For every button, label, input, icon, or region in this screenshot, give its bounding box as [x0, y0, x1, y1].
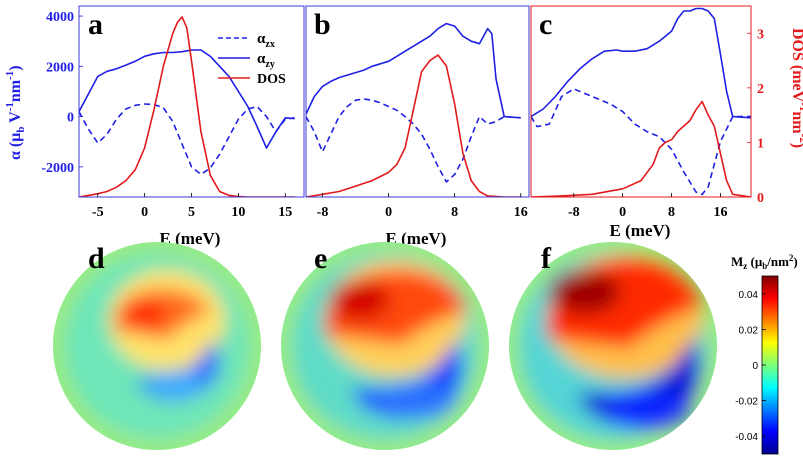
panel-a-series-zx: [79, 103, 295, 176]
x-tick-label: 15: [278, 205, 292, 220]
panel-a-xlabel: E (meV): [160, 229, 221, 248]
dos-tick-label: 1: [757, 136, 764, 151]
heatmap-d: d: [53, 242, 261, 450]
panel-a-series-zy: [79, 49, 295, 149]
panel-a-ylabel: α (μb V-1nm-1): [4, 65, 27, 160]
heatmap-f: f: [509, 242, 717, 450]
panel-b-letter: b: [314, 8, 331, 41]
x-tick-label: -5: [92, 205, 104, 220]
x-tick-label: 10: [231, 205, 245, 220]
colorbar-tick-label: 0.02: [739, 325, 759, 336]
x-tick-label: 8: [668, 205, 675, 220]
panel-a: -5 0 5 10 15 -2000 0 2000 4000 a αzx αzy DOS E (…: [4, 5, 305, 248]
panel-d-letter: d: [88, 242, 105, 275]
y-tick-label: 4000: [46, 10, 74, 25]
dos-tick-label: 0: [757, 191, 764, 206]
panel-c-frame: [530, 5, 752, 198]
panel-c-series-zy: [531, 7, 751, 119]
colorbar-label: Mz (μb/nm2): [731, 253, 798, 271]
legend: αzx αzy DOS: [218, 31, 286, 87]
panel-c: -8 0 8 16 0 1 2 3 c E (meV) DOS (meV-1nm-2): [530, 5, 803, 240]
colorbar-ticks: 0.04 0.02 0 -0.02 -0.04: [735, 290, 766, 443]
panel-a-frame: [78, 5, 305, 198]
panel-a-letter: a: [88, 8, 103, 41]
colorbar-tick-label: 0.04: [739, 290, 759, 301]
x-tick-label: -8: [317, 205, 329, 220]
colorbar-tick-label: -0.04: [735, 432, 758, 443]
x-tick-label: 0: [141, 205, 148, 220]
x-tick-label: 16: [713, 205, 727, 220]
panel-e-letter: e: [314, 242, 327, 275]
panel-c-ticks: -8 0 8 16 0 1 2 3: [568, 27, 764, 220]
x-tick-label: 0: [619, 205, 626, 220]
legend-label-zy: αzy: [257, 51, 275, 70]
colorbar-tick-label: 0: [752, 361, 758, 372]
x-tick-label: 0: [385, 205, 392, 220]
panel-b-series-zy: [306, 22, 521, 119]
panel-c-letter: c: [539, 8, 552, 41]
panel-b: -8 0 8 16 b E (meV): [305, 5, 530, 248]
panel-b-series-dos: [306, 54, 521, 197]
y-tick-label: 2000: [46, 60, 74, 75]
dos-tick-label: 3: [757, 27, 764, 42]
panel-c-xlabel: E (meV): [610, 221, 671, 240]
x-tick-label: 5: [188, 205, 195, 220]
x-tick-label: 16: [514, 205, 528, 220]
panel-b-ticks: -8 0 8 16: [317, 193, 528, 220]
y-tick-label: 0: [67, 111, 74, 126]
panel-a-ticks: -5 0 5 10 15 -2000 0 2000 4000: [41, 10, 292, 220]
panel-f-letter: f: [541, 242, 552, 275]
x-tick-label: -8: [568, 205, 580, 220]
panel-c-series: [531, 7, 751, 197]
y-tick-label: -2000: [41, 161, 74, 176]
legend-label-dos: DOS: [257, 72, 286, 87]
colorbar-tick-label: -0.02: [735, 397, 758, 408]
panel-b-series-zx: [306, 98, 521, 183]
colorbar: 0.04 0.02 0 -0.02 -0.04 Mz (μb/nm2): [731, 253, 798, 455]
legend-label-zx: αzx: [257, 31, 275, 50]
panel-b-frame: [305, 5, 530, 198]
x-tick-label: 8: [451, 205, 458, 220]
dos-tick-label: 2: [757, 82, 764, 97]
panel-c-series-dos: [531, 100, 751, 197]
heatmap-e: e: [281, 242, 489, 450]
panel-c-right-ylabel: DOS (meV-1nm-2): [789, 28, 803, 148]
panel-b-series: [306, 22, 521, 197]
